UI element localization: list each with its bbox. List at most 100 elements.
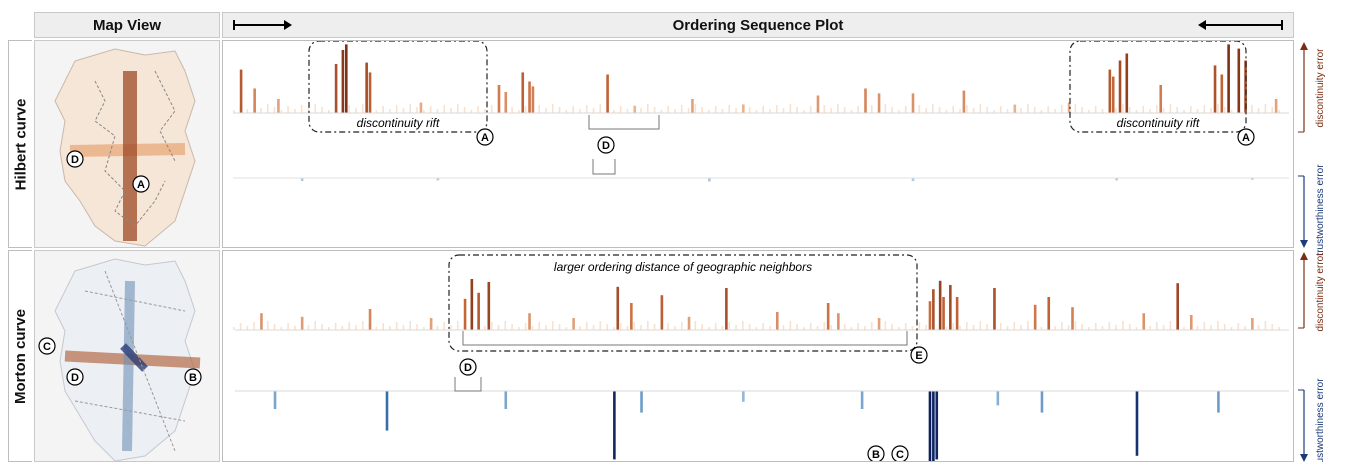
background-tick-bar [626, 326, 629, 330]
hilbert-plot-panel[interactable]: discontinuity rift discontinuity rift A … [222, 40, 1294, 248]
svg-text:D: D [71, 372, 79, 384]
background-tick-bar [246, 109, 249, 113]
svg-text:A: A [1242, 132, 1250, 144]
background-tick-bar [803, 110, 805, 113]
background-tick-bar [1149, 326, 1151, 330]
background-tick-bar [477, 106, 479, 113]
background-tick-bar [423, 110, 425, 113]
svg-text:A: A [481, 132, 489, 144]
morton-discontinuity-axis: discontinuity error [1298, 252, 1326, 332]
background-tick-bar [918, 105, 921, 113]
background-tick-bar [1189, 106, 1192, 113]
background-tick-bar [375, 110, 378, 113]
background-tick-bar [1074, 321, 1077, 330]
right-axes: discontinuity error trustworthiness erro… [1298, 42, 1326, 462]
trustworthiness-bar [385, 391, 389, 431]
background-tick-bar [382, 106, 384, 113]
background-tick-bar [1156, 105, 1158, 113]
background-tick-bar [361, 104, 364, 113]
background-tick-bar [823, 105, 826, 113]
marker-c-plot: C [891, 445, 909, 461]
background-tick-bar [755, 110, 758, 113]
trustworthiness-bar [928, 391, 932, 461]
background-tick-bar [233, 327, 235, 330]
discontinuity-bar [911, 93, 915, 113]
background-tick-bar [280, 110, 283, 113]
background-tick-bar [999, 106, 1002, 113]
svg-text:B: B [872, 449, 880, 461]
svg-text:D: D [464, 362, 472, 374]
background-tick-bar [633, 322, 636, 330]
background-tick-bar [395, 322, 398, 330]
sequence-plot-header: Ordering Sequence Plot [222, 12, 1294, 38]
background-tick-bar [789, 104, 792, 113]
discontinuity-bar [877, 318, 881, 330]
background-tick-bar [1278, 110, 1280, 113]
sequence-plot-title: Ordering Sequence Plot [672, 16, 844, 34]
morton-discontinuity-label: discontinuity error [1315, 252, 1326, 332]
background-tick-bar [803, 327, 805, 330]
discontinuity-bar [660, 295, 664, 330]
background-tick-bar [1094, 323, 1097, 330]
background-tick-bar [714, 323, 717, 330]
morton-map[interactable]: C D B [34, 250, 220, 462]
background-tick-bar [1244, 326, 1246, 330]
discontinuity-bar [742, 104, 745, 113]
trustworthiness-bar [436, 178, 440, 181]
trustworthiness-bar [708, 178, 711, 182]
background-tick-bar [1135, 327, 1138, 330]
background-tick-bar [1183, 110, 1185, 113]
background-tick-bar [341, 326, 344, 330]
background-tick-bar [748, 324, 751, 330]
background-tick-bar [1122, 321, 1124, 330]
background-tick-bar [972, 325, 975, 330]
background-tick-bar [843, 324, 846, 330]
discontinuity-bar [1159, 85, 1163, 113]
background-tick-bar [436, 326, 439, 330]
morton-plot-svg: larger ordering distance of geographic n… [233, 254, 1289, 461]
background-tick-bar [1006, 109, 1009, 113]
background-tick-bar [585, 322, 588, 330]
background-tick-bar [1122, 104, 1124, 113]
svg-text:C: C [43, 341, 51, 353]
discontinuity-bar [1067, 102, 1071, 113]
background-tick-bar [701, 324, 703, 330]
discontinuity-bar [938, 280, 942, 330]
background-tick-bar [1067, 325, 1070, 330]
background-tick-bar [721, 109, 724, 113]
background-tick-bar [619, 323, 622, 330]
background-tick-bar [904, 106, 907, 113]
background-tick-bar [484, 326, 486, 330]
hilbert-map[interactable]: D A [34, 40, 220, 248]
background-tick-bar [558, 107, 561, 113]
trustworthiness-bar [1217, 391, 1220, 413]
background-tick-bar [837, 104, 839, 113]
hilbert-trust-label: trustworthiness error [1315, 164, 1326, 256]
svg-text:D: D [71, 154, 79, 166]
background-tick-bar [1033, 107, 1036, 113]
background-tick-bar [266, 104, 269, 113]
background-tick-bar [606, 324, 608, 330]
trustworthiness-bar [932, 391, 935, 461]
background-tick-bar [993, 110, 995, 113]
discontinuity-bar [837, 313, 840, 330]
background-tick-bar [979, 321, 982, 330]
background-tick-bar [545, 325, 547, 330]
discontinuity-bar [606, 74, 609, 113]
background-tick-bar [911, 326, 914, 330]
background-tick-bar [416, 107, 418, 113]
background-tick-bar [1094, 106, 1097, 113]
background-tick-bar [796, 107, 798, 113]
background-tick-bar [966, 105, 968, 113]
discontinuity-bar [633, 106, 637, 113]
discontinuity-bar [419, 102, 423, 113]
background-tick-bar [647, 321, 649, 330]
morton-plot-panel[interactable]: larger ordering distance of geographic n… [222, 250, 1294, 462]
background-tick-bar [870, 322, 873, 330]
background-tick-bar [728, 322, 731, 330]
hilbert-discontinuity-axis: discontinuity error [1298, 42, 1326, 133]
background-tick-bar [742, 321, 744, 330]
background-tick-bar [307, 325, 310, 330]
background-tick-bar [1264, 104, 1267, 113]
background-tick-bar [375, 327, 378, 330]
